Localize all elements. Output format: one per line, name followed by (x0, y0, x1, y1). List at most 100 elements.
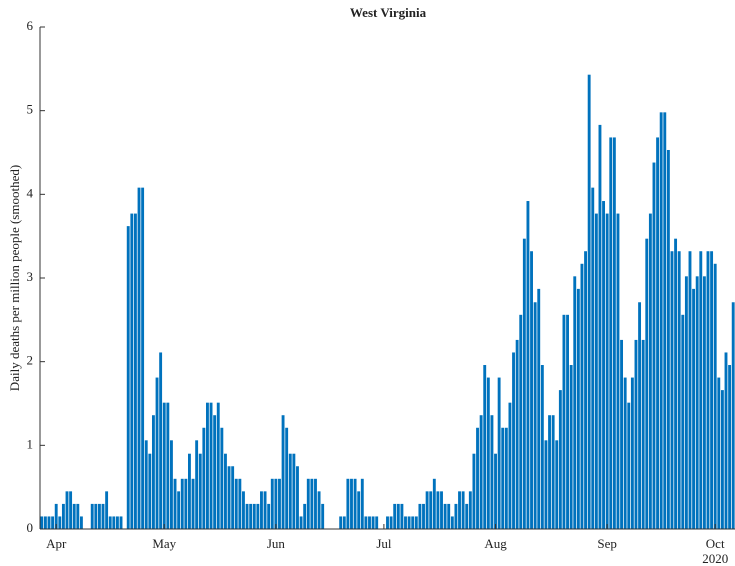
bar (342, 516, 346, 529)
bar (638, 302, 642, 529)
bar (94, 503, 98, 529)
x-tick-label: May (152, 536, 176, 551)
y-tick-label: 2 (27, 353, 34, 368)
bar (609, 137, 613, 529)
bar (537, 288, 541, 529)
bar (270, 478, 274, 529)
bar (216, 402, 220, 529)
bar (281, 415, 285, 529)
bar (112, 516, 116, 529)
bar (656, 137, 660, 529)
bar (274, 478, 278, 529)
bar (526, 201, 530, 529)
bar (440, 491, 443, 529)
bar (58, 516, 62, 529)
bar (310, 478, 314, 529)
bar (159, 352, 163, 529)
bar (144, 440, 148, 529)
bar (234, 478, 238, 529)
bar (292, 453, 296, 529)
bar (580, 263, 584, 529)
y-tick-label: 3 (27, 269, 34, 284)
y-tick-label: 1 (27, 436, 34, 451)
bar (65, 491, 69, 529)
bar (612, 137, 616, 529)
bar (461, 491, 465, 529)
x-tick-label: Apr (46, 536, 67, 551)
bar (576, 288, 580, 529)
bar (555, 440, 559, 529)
bar (130, 213, 134, 529)
bar (443, 503, 447, 529)
bar (479, 415, 483, 529)
y-axis-label: Daily deaths per million people (smoothe… (7, 165, 22, 391)
bar (497, 377, 501, 529)
bar (51, 516, 55, 529)
y-tick-label: 5 (27, 102, 34, 117)
bar (630, 377, 634, 529)
bar (468, 491, 472, 529)
bar (133, 213, 137, 529)
bar (648, 213, 652, 529)
bar (494, 453, 497, 529)
bar (188, 453, 191, 529)
bar (530, 251, 533, 529)
bar (504, 427, 508, 529)
bar (166, 402, 170, 529)
bar (285, 427, 289, 529)
x-tick-label: Oct (706, 536, 725, 551)
bar (486, 377, 490, 529)
bar (566, 314, 569, 529)
bar (137, 187, 141, 529)
bar (40, 516, 44, 529)
bar (400, 503, 404, 529)
bar (126, 226, 130, 530)
bar (454, 503, 458, 529)
bar (558, 390, 562, 529)
bar (209, 402, 213, 529)
bar (220, 427, 224, 529)
bar (76, 503, 80, 529)
bar (238, 478, 242, 529)
x-tick-label: Sep (597, 536, 617, 551)
bar (404, 516, 407, 529)
bar (432, 478, 436, 529)
bar (299, 516, 303, 529)
bar (231, 466, 235, 529)
bar (699, 251, 703, 529)
bar (206, 402, 209, 529)
bar (465, 503, 469, 529)
bar (407, 516, 411, 529)
bar (713, 263, 717, 529)
bar (249, 503, 253, 529)
bar (641, 339, 645, 529)
x-tick-label: Aug (484, 536, 507, 551)
bar (508, 402, 512, 529)
bar (490, 415, 494, 529)
bar (450, 516, 454, 529)
bar (666, 149, 670, 530)
bar (544, 440, 548, 529)
bar (213, 415, 217, 529)
bar (177, 491, 181, 529)
bar (227, 466, 231, 529)
x-tick-label: Jun (267, 536, 286, 551)
bar (173, 478, 177, 529)
bar (119, 516, 123, 529)
bar (72, 503, 76, 529)
bar (180, 478, 184, 529)
bar (598, 124, 602, 529)
bar (692, 288, 696, 529)
bar (184, 478, 188, 529)
bar (357, 491, 361, 529)
bar (515, 339, 519, 529)
bar (731, 302, 735, 529)
bar (728, 365, 732, 529)
bar (169, 440, 173, 529)
bar (263, 491, 267, 529)
bar (256, 503, 260, 529)
bar (339, 516, 343, 529)
bar (267, 503, 271, 529)
bar (627, 402, 631, 529)
bar (418, 503, 422, 529)
